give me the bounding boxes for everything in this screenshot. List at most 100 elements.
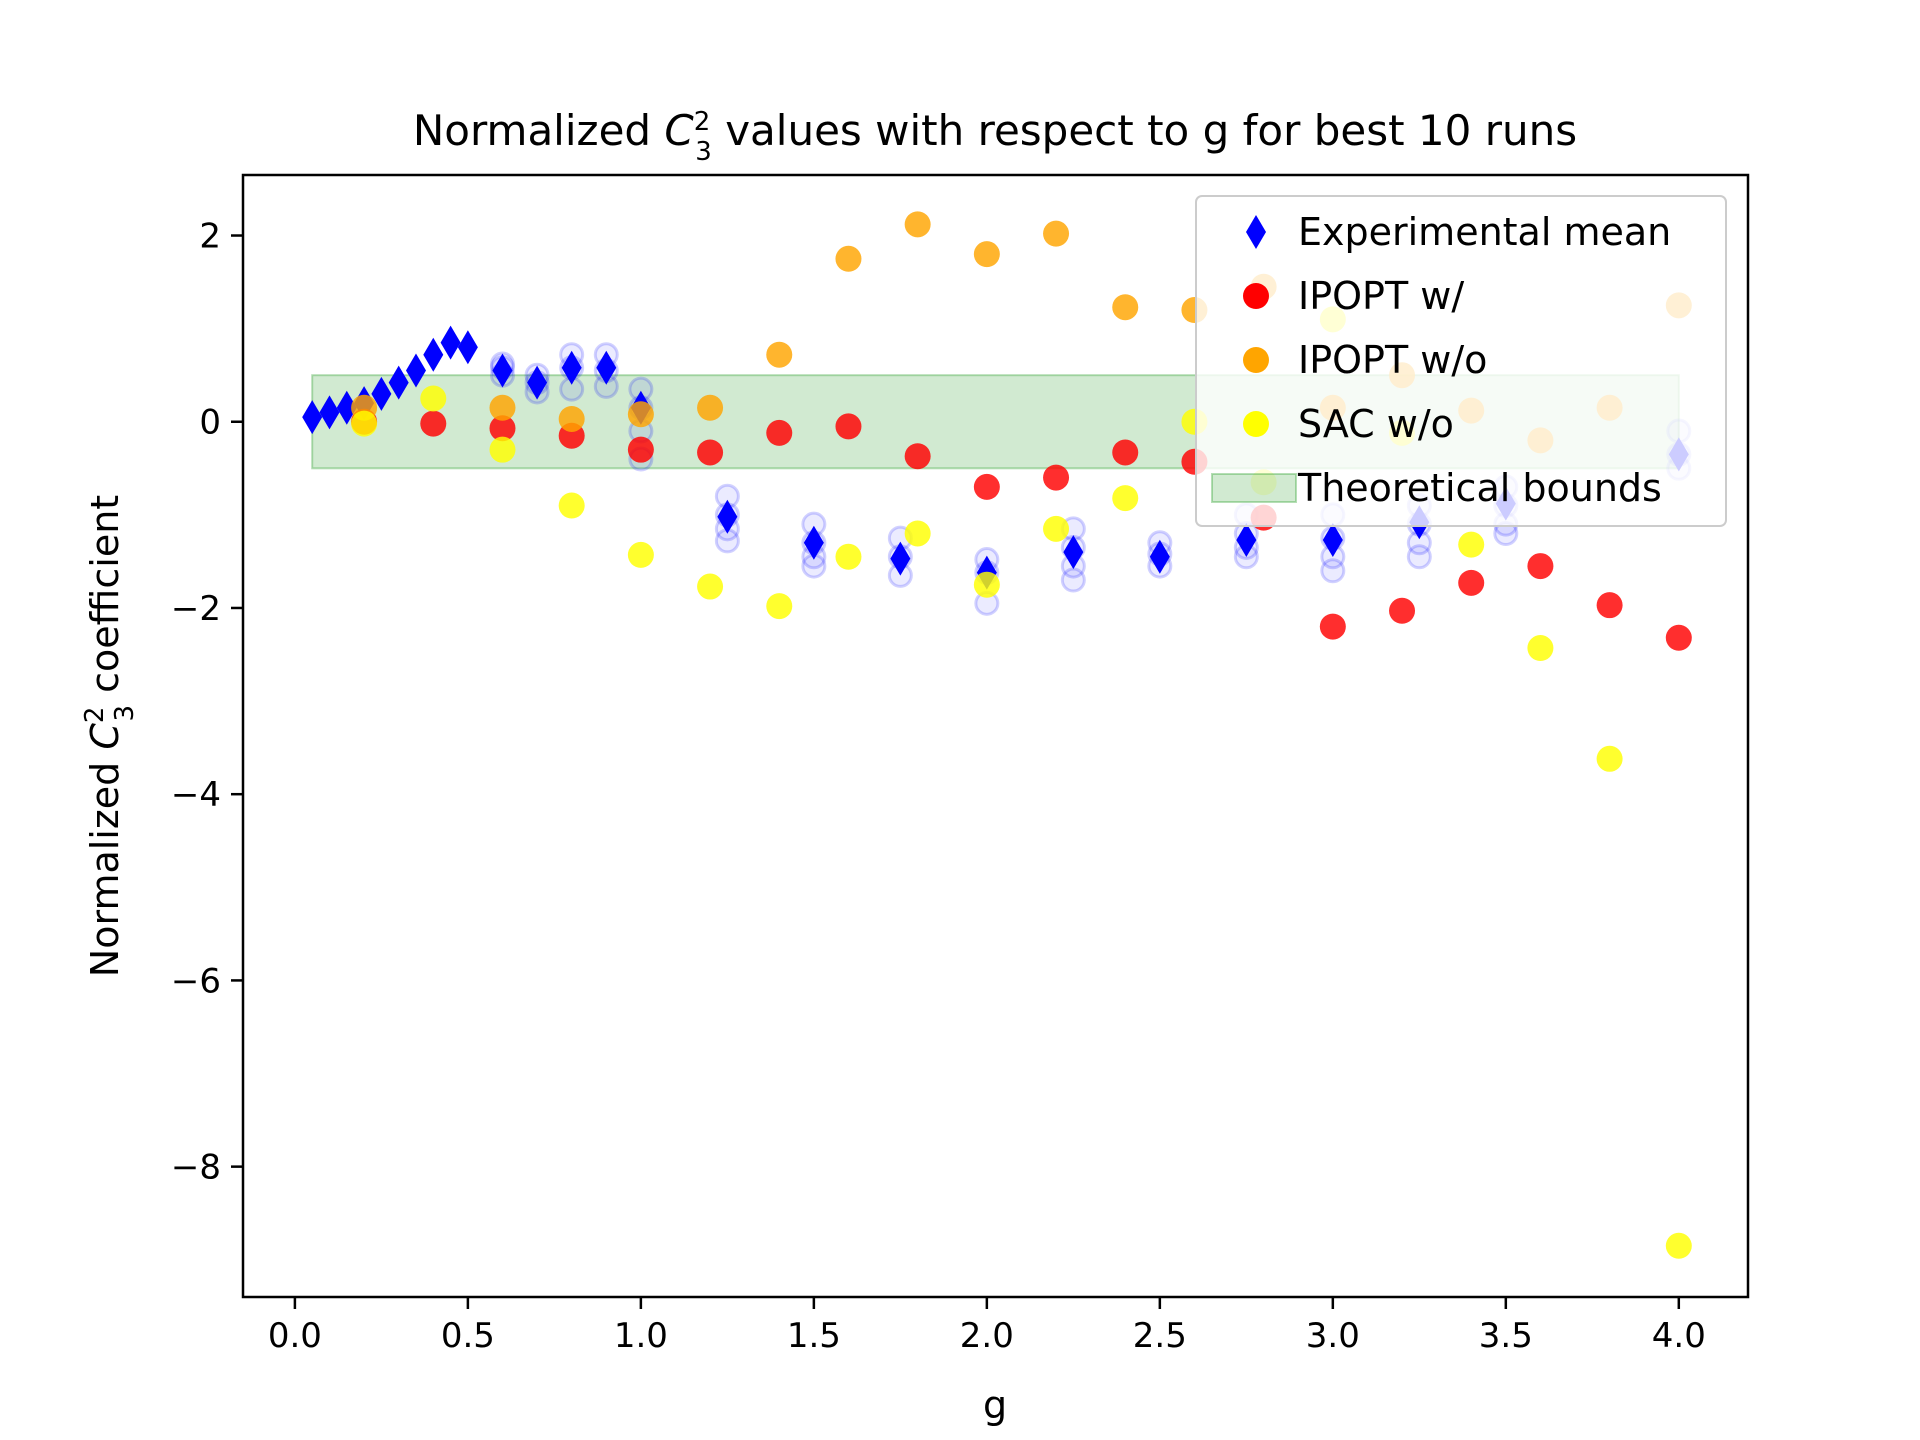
data-point <box>1112 294 1139 321</box>
data-point <box>973 473 1000 500</box>
individual-run-point <box>1320 558 1346 584</box>
data-point <box>351 410 378 437</box>
data-point <box>697 394 724 421</box>
data-point <box>1319 613 1346 640</box>
data-point <box>1665 1232 1692 1259</box>
x-tick-label: 0.5 <box>441 1316 495 1356</box>
data-point <box>904 211 931 238</box>
data-point <box>405 353 426 388</box>
data-point <box>1527 635 1554 662</box>
data-point <box>835 245 862 272</box>
legend-label: IPOPT w/ <box>1298 274 1464 318</box>
data-point <box>420 385 447 412</box>
data-point <box>1458 531 1485 558</box>
data-point <box>1043 515 1070 542</box>
x-axis-label: g <box>983 1383 1007 1427</box>
x-tick-label: 4.0 <box>1652 1316 1706 1356</box>
legend-diamond-icon <box>1246 215 1266 249</box>
data-point <box>457 330 478 365</box>
legend-item: Experimental mean <box>1246 210 1671 254</box>
x-tick-label: 3.5 <box>1479 1316 1533 1356</box>
data-point <box>1112 485 1139 512</box>
data-point <box>766 593 793 620</box>
data-point <box>420 410 447 437</box>
legend-circle-icon <box>1243 283 1269 309</box>
data-point <box>835 543 862 570</box>
data-point <box>489 415 516 442</box>
data-point <box>558 405 585 432</box>
data-point <box>1063 535 1084 570</box>
legend-label: Theoretical bounds <box>1297 466 1662 510</box>
legend-circle-icon <box>1243 411 1269 437</box>
data-point <box>1596 592 1623 619</box>
data-point <box>766 419 793 446</box>
data-point <box>492 353 513 388</box>
data-point <box>627 401 654 428</box>
data-point <box>440 325 461 360</box>
y-tick-label: −8 <box>171 1148 221 1188</box>
data-point <box>302 400 323 435</box>
x-tick-label: 3.0 <box>1306 1316 1360 1356</box>
y-tick-label: −2 <box>171 589 221 629</box>
legend: Experimental mean IPOPT w/IPOPT w/o SAC w/… <box>1195 195 1727 527</box>
data-point <box>973 241 1000 268</box>
legend-item: IPOPT w/o <box>1243 338 1487 382</box>
x-tick-label: 1.5 <box>787 1316 841 1356</box>
x-tick-label: 2.0 <box>960 1316 1014 1356</box>
legend-label: SAC w/o <box>1298 402 1454 446</box>
y-tick-label: −6 <box>171 961 221 1001</box>
individual-run-point <box>1060 567 1086 593</box>
data-point <box>489 394 516 421</box>
data-point <box>371 376 392 411</box>
data-point <box>319 395 340 430</box>
data-point <box>1665 624 1692 651</box>
data-point <box>627 436 654 463</box>
data-point <box>717 499 738 534</box>
series-experimental-mean <box>302 325 1689 590</box>
data-point <box>1389 597 1416 624</box>
data-point <box>803 525 824 560</box>
legend-box <box>1195 195 1727 527</box>
x-tick-label: 1.0 <box>614 1316 668 1356</box>
data-point <box>1527 553 1554 580</box>
data-point <box>423 337 444 372</box>
y-tick-label: 0 <box>199 403 221 443</box>
legend-label: IPOPT w/o <box>1298 338 1487 382</box>
y-axis-label: Normalized C23 coefficient <box>80 495 140 977</box>
data-point <box>973 571 1000 598</box>
data-point <box>1112 439 1139 466</box>
x-axis: 0.0 0.5 1.0 1.5 2.0 2.5 3.0 3.5 4.0 <box>268 1297 1706 1356</box>
data-point <box>1322 522 1343 557</box>
data-point <box>1149 539 1170 574</box>
individual-run-point <box>1406 544 1432 570</box>
legend-item: Theoretical bounds <box>1211 466 1662 510</box>
data-point <box>527 365 548 400</box>
data-point <box>336 390 357 425</box>
legend-item: SAC w/o <box>1243 402 1454 446</box>
y-tick-label: −4 <box>171 775 221 815</box>
legend-label: Experimental mean <box>1298 210 1671 254</box>
data-point <box>388 365 409 400</box>
data-point <box>1043 464 1070 491</box>
legend-item: IPOPT w/ <box>1243 274 1464 318</box>
data-point <box>904 520 931 547</box>
plot-frame <box>241 173 1750 1299</box>
data-point <box>489 436 516 463</box>
chart-title: Normalized C2 3 values with respect to g … <box>413 106 1577 167</box>
data-point <box>1236 522 1257 557</box>
data-point <box>558 492 585 519</box>
x-tick-label: 2.5 <box>1133 1316 1187 1356</box>
data-point <box>697 573 724 600</box>
legend-circle-icon <box>1243 347 1269 373</box>
data-point <box>627 541 654 568</box>
y-axis: 2 0 −2 −4 −6 −8 <box>171 217 243 1188</box>
data-point <box>835 413 862 440</box>
data-point <box>1043 220 1070 247</box>
y-tick-label: 2 <box>199 217 221 257</box>
data-point <box>697 439 724 466</box>
data-point <box>904 443 931 470</box>
data-point <box>766 341 793 368</box>
data-point <box>561 350 582 385</box>
x-tick-label: 0.0 <box>268 1316 322 1356</box>
